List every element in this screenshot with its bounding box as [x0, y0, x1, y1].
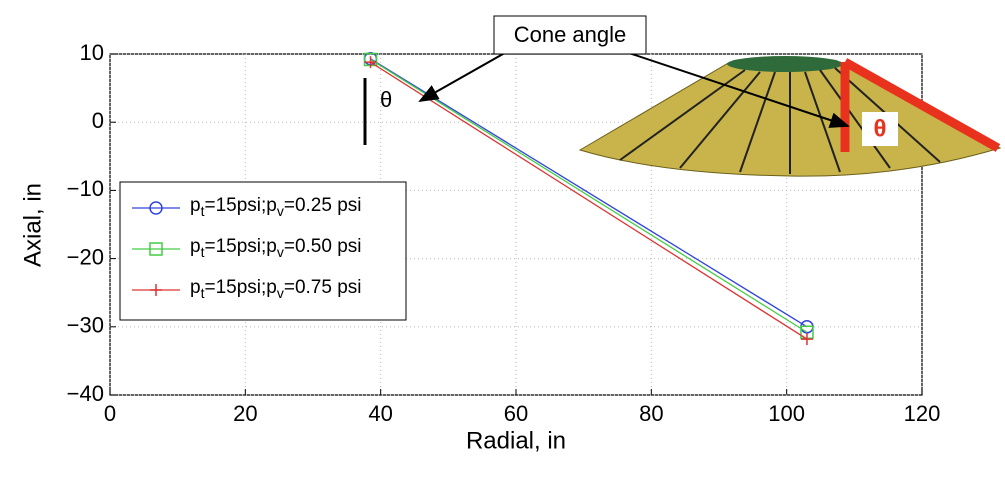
annotation: θ	[874, 115, 887, 142]
y-tick-label: −30	[67, 313, 104, 338]
legend-label: pt=15psi;pv=0.50 psi	[190, 236, 362, 260]
legend	[119, 181, 407, 321]
x-axis-label: Radial, in	[466, 427, 566, 454]
x-tick-label: 20	[233, 401, 257, 426]
y-axis-label: Axial, in	[19, 183, 46, 267]
y-tick-label: −40	[67, 381, 104, 406]
y-tick-label: −20	[67, 244, 104, 269]
x-tick-label: 60	[504, 401, 528, 426]
x-tick-label: 40	[368, 401, 392, 426]
annotation: Cone angle	[514, 22, 627, 47]
x-tick-label: 80	[639, 401, 663, 426]
marker	[149, 242, 163, 256]
y-tick-label: 0	[92, 108, 104, 133]
annotation-box	[493, 15, 647, 55]
cone-image	[578, 56, 1002, 177]
x-tick-label: 0	[104, 401, 116, 426]
series-line	[370, 58, 808, 328]
marker	[149, 201, 163, 215]
marker	[364, 56, 377, 69]
annotation: θ	[380, 87, 392, 112]
x-tick-label: 100	[768, 401, 805, 426]
series-line	[370, 61, 808, 340]
marker	[150, 284, 162, 296]
legend-label: pt=15psi;pv=0.25 psi	[190, 195, 362, 219]
series-line	[370, 58, 808, 333]
legend-label: pt=15psi;pv=0.75 psi	[190, 277, 362, 301]
y-tick-label: 10	[80, 40, 104, 65]
x-tick-label: 120	[904, 401, 941, 426]
y-tick-label: −10	[67, 176, 104, 201]
arrow	[418, 49, 511, 102]
arrow	[619, 49, 850, 128]
marker	[800, 333, 813, 346]
